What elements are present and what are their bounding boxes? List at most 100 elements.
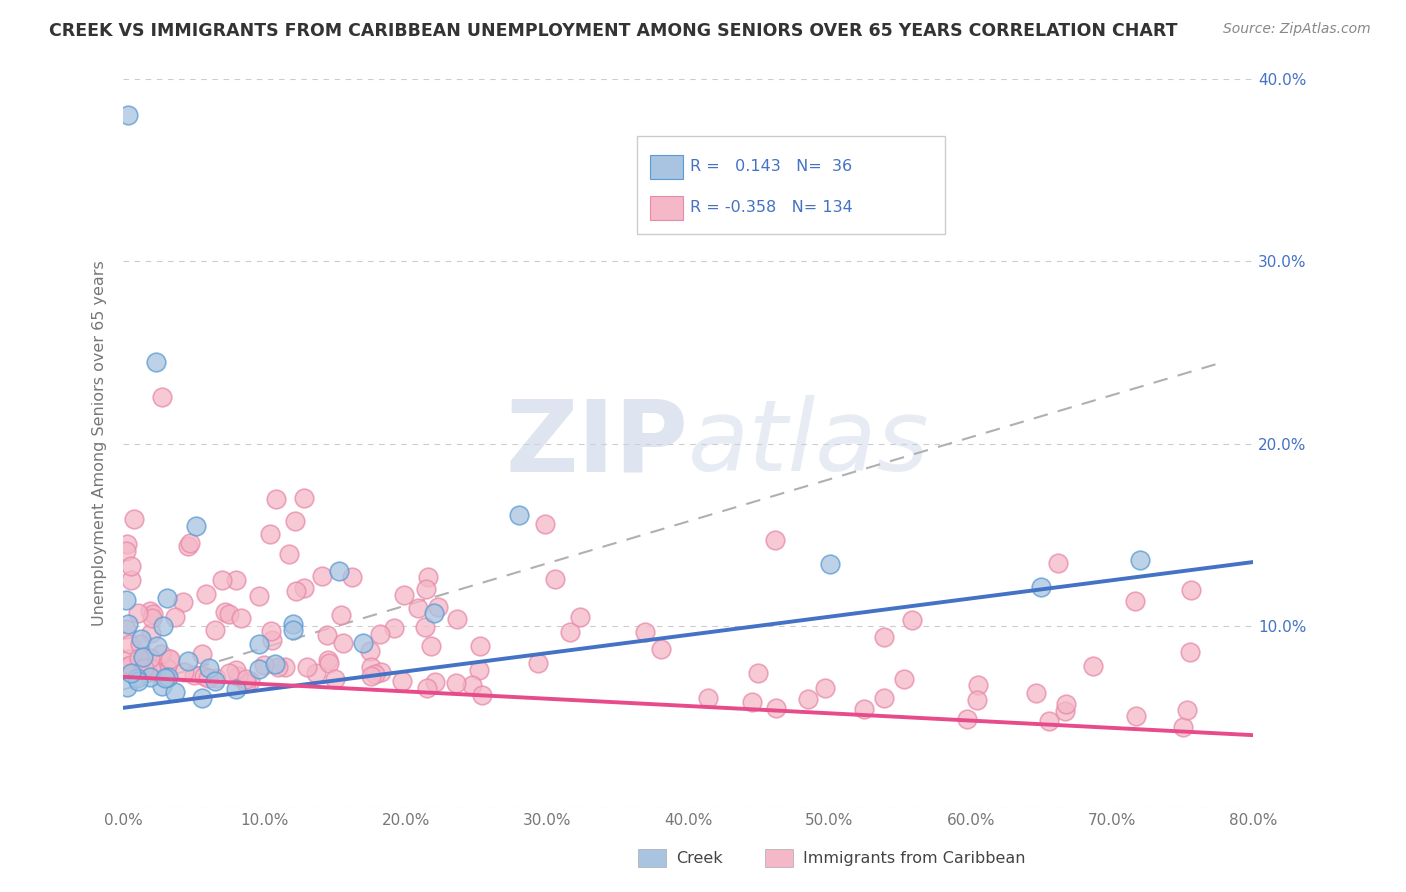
Point: [141, 661, 163, 675]
Point: [364, 667, 387, 681]
Point: [797, 692, 820, 706]
Point: [136, 653, 159, 667]
Point: [214, 605, 236, 619]
Text: R = -0.358   N= 134: R = -0.358 N= 134: [690, 201, 853, 215]
Point: [527, 656, 550, 670]
Point: [120, 666, 142, 681]
Point: [872, 690, 894, 705]
Point: [1171, 720, 1194, 734]
Point: [274, 660, 297, 674]
Point: [818, 558, 841, 572]
Point: [118, 652, 141, 666]
Point: [956, 712, 979, 726]
Point: [814, 681, 837, 695]
Text: Creek: Creek: [676, 851, 723, 865]
Point: [763, 533, 786, 547]
Point: [406, 600, 429, 615]
Text: R =   0.143   N=  36: R = 0.143 N= 36: [690, 160, 852, 174]
Point: [197, 671, 219, 685]
Point: [359, 644, 381, 658]
Point: [152, 619, 174, 633]
Point: [311, 569, 333, 583]
Point: [156, 661, 179, 675]
Point: [1053, 704, 1076, 718]
Point: [259, 527, 281, 541]
Point: [426, 599, 449, 614]
Point: [173, 665, 195, 679]
Point: [120, 574, 142, 588]
Point: [1180, 645, 1202, 659]
Point: [382, 621, 405, 635]
Point: [183, 667, 205, 681]
Point: [152, 679, 174, 693]
Point: [304, 665, 326, 680]
Point: [967, 678, 990, 692]
Point: [267, 660, 290, 674]
Point: [853, 702, 876, 716]
Point: [323, 673, 346, 687]
Point: [229, 611, 252, 625]
Point: [128, 637, 150, 651]
Point: [1054, 698, 1077, 712]
Point: [139, 651, 162, 665]
Point: [204, 674, 226, 689]
Point: [247, 589, 270, 603]
Point: [153, 671, 176, 685]
Point: [391, 674, 413, 689]
Point: [315, 628, 337, 642]
Point: [1083, 659, 1105, 673]
Point: [157, 670, 180, 684]
Point: [263, 657, 285, 671]
Point: [423, 607, 446, 621]
Point: [225, 663, 247, 677]
Point: [444, 676, 467, 690]
Point: [278, 547, 301, 561]
Point: [460, 678, 482, 692]
Point: [179, 536, 201, 550]
Point: [468, 663, 491, 677]
Point: [1180, 582, 1202, 597]
Point: [765, 701, 787, 715]
Point: [260, 632, 283, 647]
Point: [318, 656, 340, 670]
Point: [139, 603, 162, 617]
Point: [172, 595, 194, 609]
Point: [150, 647, 173, 661]
Text: atlas: atlas: [689, 395, 929, 492]
Point: [1025, 686, 1047, 700]
Point: [416, 570, 439, 584]
Point: [177, 540, 200, 554]
Point: [1031, 580, 1053, 594]
Text: CREEK VS IMMIGRANTS FROM CARIBBEAN UNEMPLOYMENT AMONG SENIORS OVER 65 YEARS CORR: CREEK VS IMMIGRANTS FROM CARIBBEAN UNEMP…: [49, 22, 1178, 40]
Point: [120, 559, 142, 574]
Text: Source: ZipAtlas.com: Source: ZipAtlas.com: [1223, 22, 1371, 37]
Point: [568, 610, 591, 624]
Point: [127, 606, 149, 620]
Point: [284, 514, 307, 528]
Point: [247, 662, 270, 676]
Point: [650, 641, 672, 656]
Point: [115, 592, 138, 607]
Point: [360, 669, 382, 683]
Point: [316, 653, 339, 667]
Point: [129, 632, 152, 646]
Point: [195, 587, 218, 601]
Point: [392, 588, 415, 602]
Point: [235, 675, 257, 690]
Point: [115, 623, 138, 637]
Point: [284, 584, 307, 599]
Point: [156, 591, 179, 606]
Point: [176, 654, 198, 668]
Point: [901, 613, 924, 627]
Point: [145, 664, 167, 678]
Point: [148, 662, 170, 676]
Point: [633, 625, 655, 640]
Point: [330, 607, 353, 622]
Point: [141, 611, 163, 625]
Point: [697, 690, 720, 705]
Point: [368, 626, 391, 640]
Point: [966, 693, 988, 707]
Point: [247, 638, 270, 652]
Point: [508, 508, 530, 522]
Point: [332, 635, 354, 649]
